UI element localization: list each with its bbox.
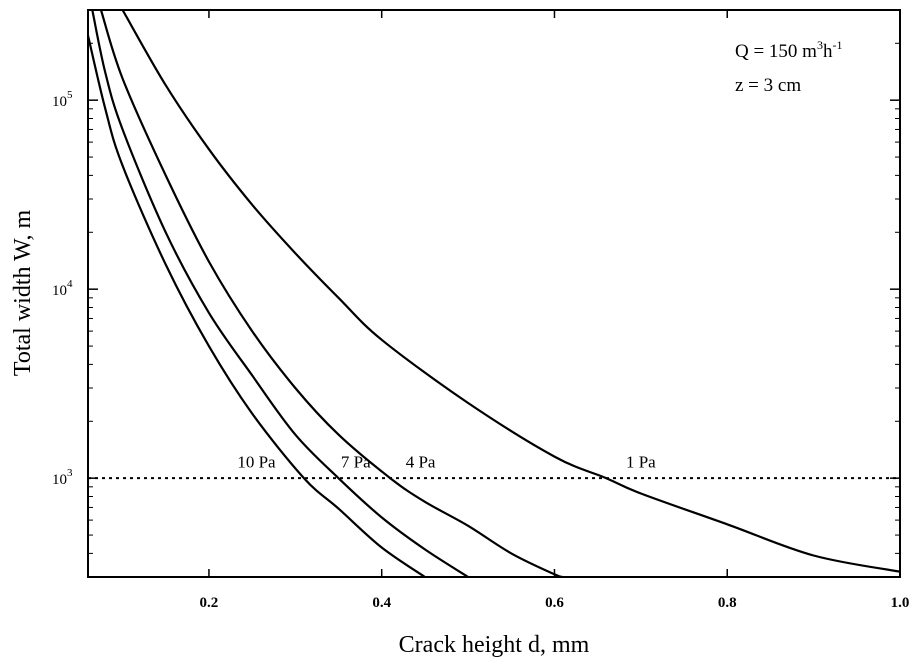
x-tick-label: 0.2 (200, 595, 219, 611)
y-tick-base: 10 (52, 283, 67, 299)
series-line-7-pa (91, 9, 469, 578)
x-tick-label: 0.8 (718, 595, 737, 611)
series-label-4-pa: 4 Pa (406, 452, 436, 471)
flow-rate-text: Q = 150 m (735, 41, 817, 62)
y-tick-label: 105 (52, 89, 73, 110)
y-tick-base: 10 (52, 94, 67, 110)
y-tick-exponent: 3 (67, 467, 73, 479)
y-tick-exponent: 5 (67, 89, 73, 101)
y-axis-title: Total width W, m (10, 210, 36, 377)
y-tick-exponent: 4 (67, 278, 73, 290)
series-label-10-pa: 10 Pa (237, 452, 276, 471)
series-label-7-pa: 7 Pa (341, 452, 371, 471)
plot-frame (87, 9, 901, 578)
series-line-10-pa (86, 35, 426, 578)
series-line-4-pa (99, 9, 564, 579)
x-tick-label: 0.4 (372, 595, 391, 611)
x-axis: 0.2 0.4 0.6 0.8 1.0 (200, 10, 910, 611)
series-label-1-pa: 1 Pa (626, 452, 656, 471)
y-tick-label: 103 (52, 467, 73, 488)
depth-annotation: z = 3 cm (735, 75, 801, 96)
series-line-1-pa (121, 9, 901, 573)
flow-rate-sup1: 3 (817, 38, 823, 52)
flow-rate-annotation: Q = 150 m3h-1 (735, 38, 842, 62)
series-labels: 10 Pa 7 Pa 4 Pa 1 Pa (237, 452, 656, 471)
flow-rate-sup2: -1 (832, 38, 842, 52)
x-axis-title: Crack height d, mm (399, 632, 590, 658)
y-tick-base: 10 (52, 472, 67, 488)
flow-rate-unit: h (823, 41, 833, 62)
x-tick-label: 0.6 (545, 595, 564, 611)
series-lines (86, 9, 901, 579)
y-tick-label: 104 (52, 278, 73, 299)
x-tick-label: 1.0 (891, 595, 910, 611)
